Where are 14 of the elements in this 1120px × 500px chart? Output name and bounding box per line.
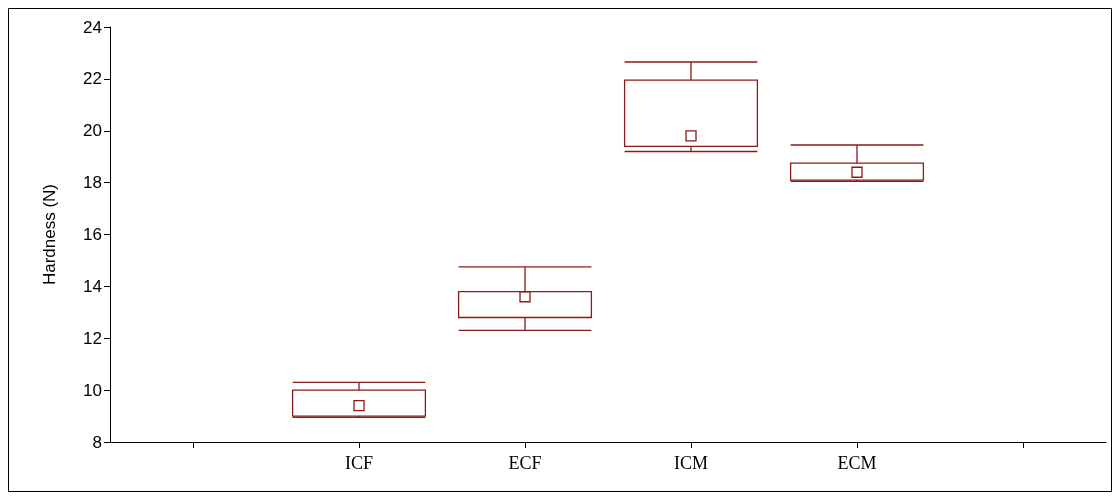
y-tick-label: 24 xyxy=(83,17,102,37)
y-tick-label: 18 xyxy=(83,173,102,193)
x-tick-label: ECM xyxy=(837,453,877,473)
y-tick-label: 12 xyxy=(83,328,102,348)
x-tick-label: ECF xyxy=(508,453,542,473)
y-tick-label: 16 xyxy=(83,225,102,244)
x-tick-label: ICM xyxy=(673,453,709,473)
y-tick-label: 10 xyxy=(83,380,102,400)
y-axis-title: Hardness (N) xyxy=(40,183,59,286)
x-tick-label: ICF xyxy=(344,453,374,473)
y-tick-label: 14 xyxy=(83,276,102,296)
y-tick-label: 22 xyxy=(83,69,102,89)
y-tick-label: 20 xyxy=(83,121,102,141)
y-tick-label: 8 xyxy=(92,432,102,452)
